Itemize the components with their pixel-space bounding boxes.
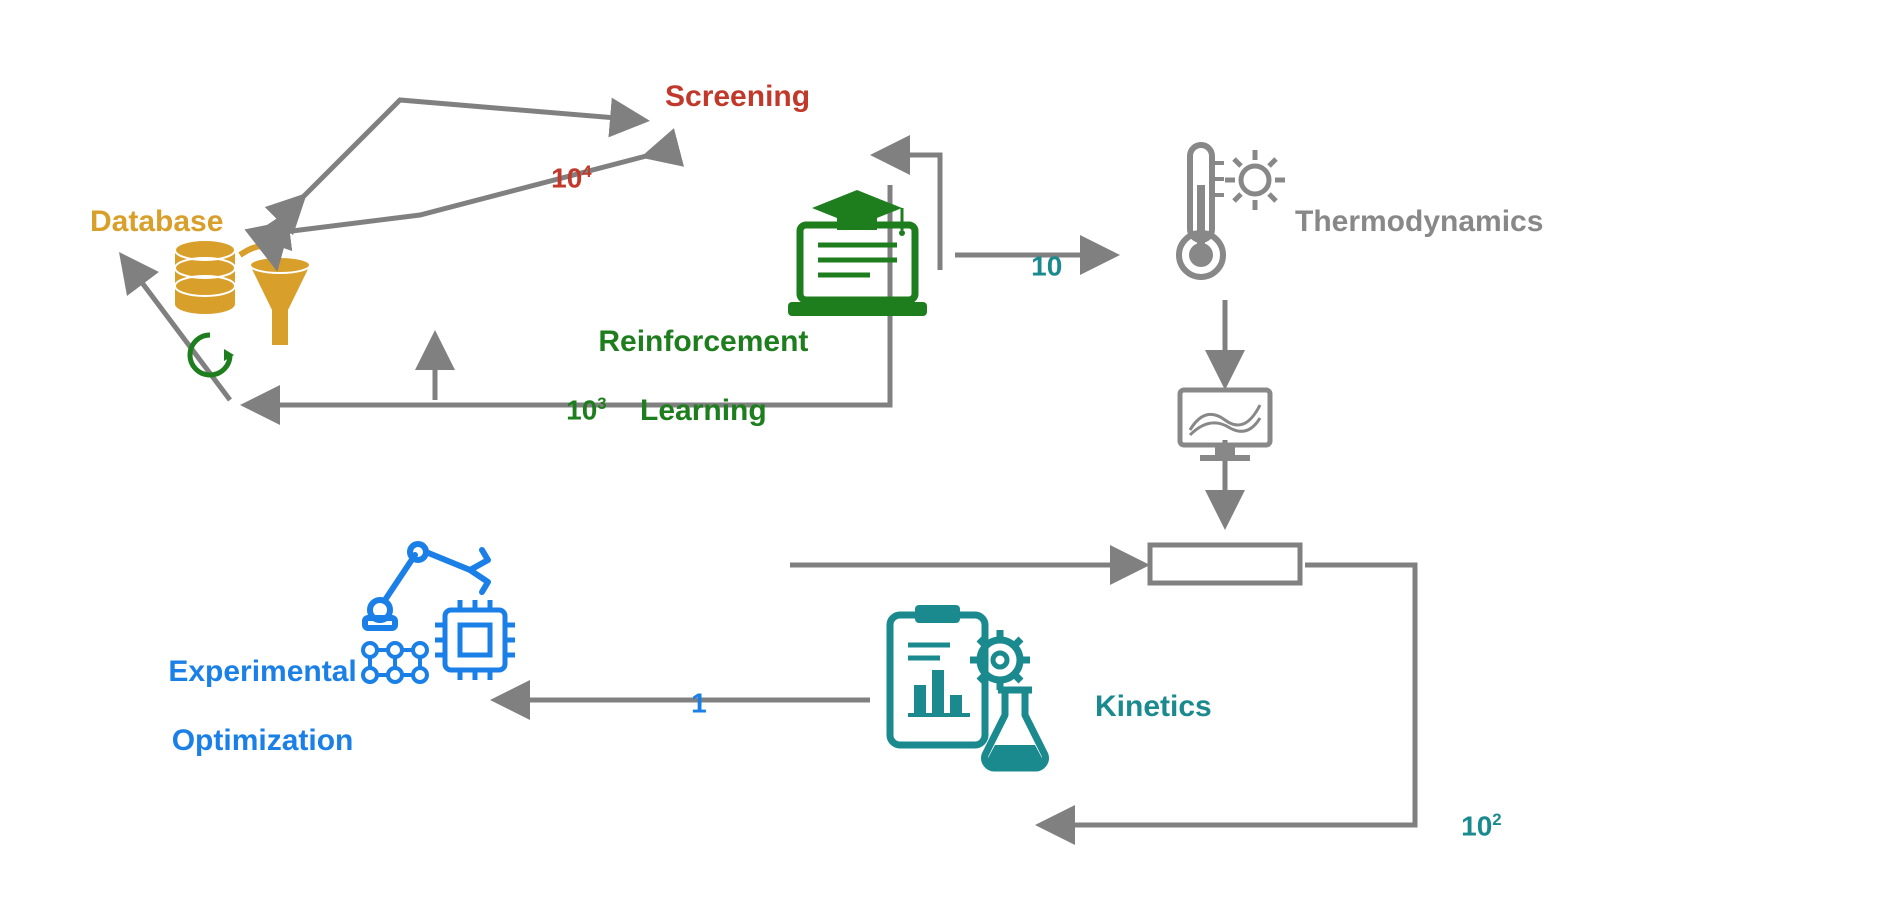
count-screening: 104 [520, 130, 592, 227]
kinetics-icon [890, 605, 1045, 768]
expopt-label-line2: Optimization [172, 724, 354, 757]
count-rl: 103 [535, 362, 607, 459]
expopt-label: Experimental Optimization [135, 620, 357, 793]
kinetics-label: Kinetics [1095, 690, 1212, 725]
thermo-square [1150, 545, 1300, 583]
thermo-screen-icon [1180, 390, 1270, 461]
rl-label-line1: Reinforcement [598, 325, 808, 358]
count-thermo: 10 [1000, 218, 1062, 315]
thermo-label: Thermodynamics [1295, 205, 1543, 240]
screening-label: Screening [665, 80, 810, 115]
database-label: Database [90, 205, 223, 240]
expopt-icon [363, 544, 515, 682]
expopt-label-line1: Experimental [168, 655, 356, 688]
count-expopt: 1 [660, 655, 707, 752]
rl-label-line2: Learning [640, 394, 767, 427]
diagram-stage: Database Screening Reinforcement Learnin… [0, 0, 1883, 924]
thermo-icon [1179, 145, 1285, 277]
count-kinetics: 102 [1430, 778, 1502, 875]
rl-icon [788, 190, 927, 316]
